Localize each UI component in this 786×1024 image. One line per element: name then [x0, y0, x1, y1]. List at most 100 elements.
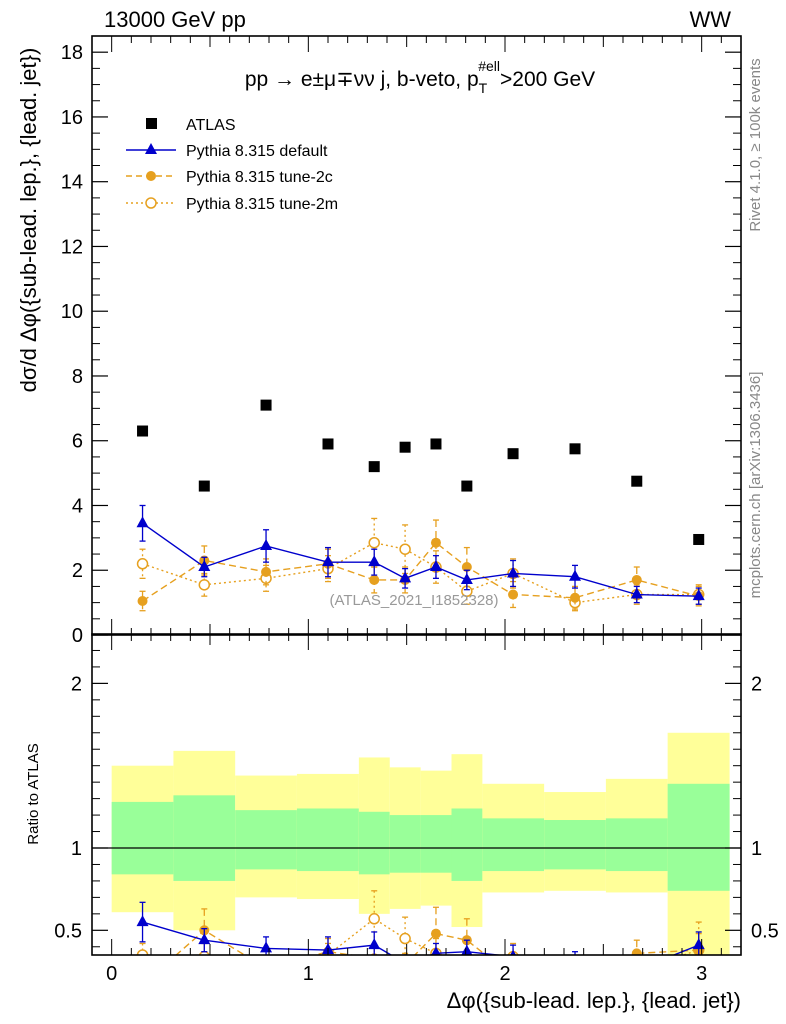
main-ytick-label: 0: [72, 625, 83, 647]
ratio-band-inner: [296, 808, 359, 872]
main-line-tune2m: [142, 541, 699, 604]
main-point-tune2c: [508, 589, 519, 600]
ratio-point-default: [136, 915, 149, 927]
energy-label: 13000 GeV pp: [104, 7, 246, 32]
main-point-atlas: [430, 438, 442, 450]
ratio-line-default: [142, 921, 699, 955]
ratio-point-default: [461, 944, 473, 955]
ratio-band-inner: [482, 818, 545, 872]
main-point-default: [368, 555, 381, 567]
ratio-ytick-label-right: 1: [751, 838, 762, 860]
main-point-default: [429, 560, 442, 572]
main-point-tune2m: [198, 579, 211, 591]
ratio-band-inner: [358, 811, 390, 875]
main-point-atlas: [137, 425, 149, 437]
ratio-band-inner: [173, 795, 236, 881]
ratio-point-tune2c: [631, 948, 642, 955]
main-point-atlas: [569, 443, 581, 455]
ratio-xtick-label: 0: [106, 963, 117, 985]
mcplots-label: mcplots.cern.ch [arXiv:1306.3436]: [747, 372, 764, 599]
ratio-axes: 0.5 0.5 1 1 2 2 0 1 2 3: [54, 634, 779, 985]
ratio-band-inner: [605, 818, 668, 872]
legend: ATLAS Pythia 8.315 default Pythia 8.315 …: [126, 117, 338, 213]
main-point-tune2c: [461, 562, 472, 573]
main-point-atlas: [198, 480, 210, 492]
main-point-atlas: [399, 441, 411, 453]
ratio-point-default: [510, 949, 516, 955]
ratio-point-tune2m: [136, 949, 149, 955]
ratio-point-default: [260, 941, 273, 953]
main-point-default: [630, 587, 643, 599]
main-line-tune2c: [142, 541, 699, 602]
main-ylabel: dσ/d Δφ({sub-lead. lep.}, {lead. jet}): [16, 48, 41, 393]
ratio-ytick-label-right: 2: [751, 673, 762, 695]
main-ytick-label: 16: [61, 107, 83, 129]
main-point-tune2c: [430, 537, 441, 548]
main-axes: 0 2 4 6 8 10 12 14 16 18: [61, 36, 741, 647]
main-point-tune2m: [368, 536, 380, 549]
ratio-xtick-label: 2: [499, 963, 510, 985]
legend-marker-tune2c: [146, 171, 156, 181]
ratio-ytick-label-left: 1: [71, 838, 82, 860]
legend-label-atlas: ATLAS: [186, 117, 236, 134]
main-ytick-label: 2: [72, 560, 83, 582]
legend-label-tune2m: Pythia 8.315 tune-2m: [186, 196, 338, 213]
ratio-frame: [91, 633, 742, 956]
ratio-point-tune2m: [462, 960, 472, 970]
ratio-band-inner: [389, 815, 421, 873]
main-point-tune2m: [399, 543, 411, 555]
ratio-point-tune2c: [570, 975, 580, 985]
ratio-ytick-label-left: 0.5: [54, 920, 82, 942]
main-ytick-label: 4: [72, 495, 83, 517]
legend-label-default: Pythia 8.315 default: [186, 143, 328, 160]
main-point-default: [460, 572, 473, 584]
analysis-tag: (ATLAS_2021_I1852328): [329, 592, 498, 609]
legend-marker-default: [145, 143, 157, 154]
main-point-tune2c: [570, 592, 581, 603]
main-ytick-label: 12: [61, 236, 83, 258]
main-frame: [91, 35, 742, 636]
main-point-atlas: [507, 448, 519, 460]
ratio-point-default: [368, 938, 381, 950]
ratio-point-tune2m: [368, 913, 380, 925]
legend-label-tune2c: Pythia 8.315 tune-2c: [186, 169, 333, 186]
main-point-default: [136, 516, 149, 528]
main-point-atlas: [368, 461, 380, 473]
main-point-default: [507, 566, 520, 578]
main-point-default: [399, 571, 412, 583]
main-point-atlas: [260, 399, 272, 411]
main-point-atlas: [693, 533, 705, 545]
legend-marker-atlas: [146, 118, 157, 129]
main-ytick-label: 18: [61, 42, 83, 64]
main-point-default: [569, 569, 582, 581]
ratio-band-inner: [235, 810, 297, 870]
main-point-default: [260, 538, 273, 550]
main-ytick-label: 8: [72, 366, 83, 388]
ratio-panel: 0.5 0.5 1 1 2 2 0 1 2 3 Ratio to ATLAS Δφ({sub-le…: [25, 633, 779, 1013]
ratio-point-tune2c: [261, 963, 271, 973]
ratio-xtick-label: 1: [303, 963, 314, 985]
ratio-point-tune2c: [430, 928, 441, 939]
ratio-point-tune2c: [138, 980, 148, 990]
main-point-tune2m: [136, 558, 149, 570]
ratio-point-default: [399, 956, 411, 967]
ratio-band-inner: [111, 801, 174, 875]
main-point-default: [322, 555, 334, 567]
title-superscript: #ell: [478, 58, 500, 74]
main-point-default: [198, 560, 211, 572]
ratio-line-tune2c: [175, 929, 699, 955]
ratio-line-tune2m: [142, 917, 699, 955]
ratio-band-inner: [667, 783, 730, 891]
process-label: WW: [689, 7, 731, 32]
main-ytick-label: 10: [61, 301, 83, 323]
legend-marker-tune2m: [145, 197, 157, 209]
main-point-tune2c: [261, 566, 272, 577]
main-point-tune2c: [631, 574, 642, 585]
main-point-atlas: [461, 480, 473, 492]
main-point-atlas: [631, 475, 643, 487]
ratio-band-inner: [544, 820, 606, 870]
ratio-point-tune2m: [261, 966, 271, 976]
main-point-atlas: [322, 438, 334, 450]
main-point-default: [692, 589, 705, 601]
